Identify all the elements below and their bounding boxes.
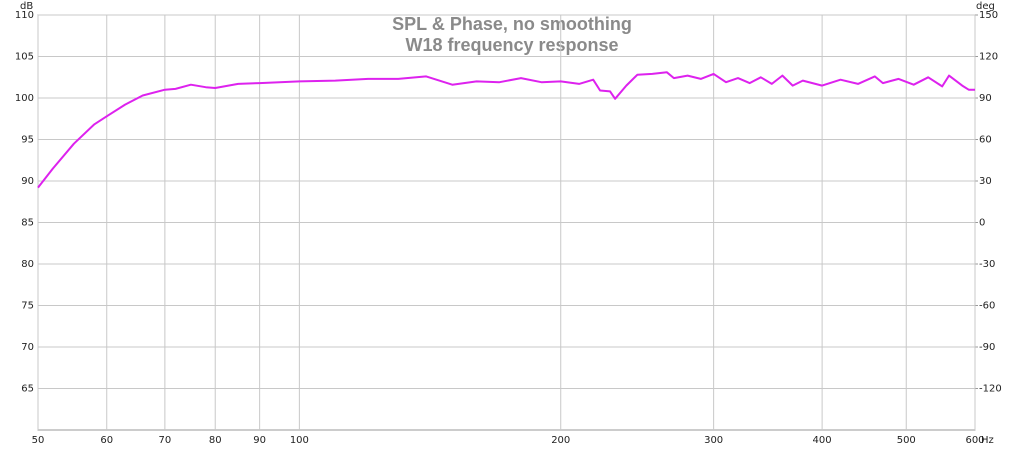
x-tick-label: 400 (813, 435, 832, 446)
x-tick-label: 60 (100, 435, 113, 446)
y2-tick-label: -90 (979, 342, 995, 353)
x-tick-label: 100 (290, 435, 309, 446)
y-tick-label: 100 (15, 93, 34, 104)
y2-tick-label: -30 (979, 259, 995, 270)
y-tick-label: 85 (21, 218, 34, 229)
y2-tick-label: 60 (979, 135, 992, 146)
x-axis-label: Hz (981, 435, 994, 446)
y-axis-label: dB (20, 1, 33, 12)
x-tick-label: 300 (704, 435, 723, 446)
y2-tick-label: 0 (979, 218, 985, 229)
x-tick-label: 200 (551, 435, 570, 446)
y2-tick-label: 120 (979, 52, 998, 63)
y2-axis-label: deg (976, 1, 995, 12)
chart-title: SPL & Phase, no smoothing (392, 14, 632, 34)
y2-tick-label: 150 (979, 10, 998, 21)
chart-subtitle: W18 frequency response (405, 35, 618, 55)
y2-tick-label: -120 (979, 384, 1002, 395)
y-tick-label: 90 (21, 176, 34, 187)
x-tick-label: 90 (253, 435, 266, 446)
y2-tick-label: -60 (979, 301, 995, 312)
x-tick-label: 50 (32, 435, 45, 446)
x-tick-label: 500 (897, 435, 916, 446)
y-tick-label: 80 (21, 259, 34, 270)
y2-tick-label: 90 (979, 93, 992, 104)
x-tick-label: 600 (965, 435, 984, 446)
y-tick-label: 75 (21, 301, 34, 312)
y-tick-label: 95 (21, 135, 34, 146)
y-tick-label: 70 (21, 342, 34, 353)
y2-tick-label: 30 (979, 176, 992, 187)
x-tick-label: 70 (159, 435, 172, 446)
x-tick-label: 80 (209, 435, 222, 446)
y-tick-label: 105 (15, 52, 34, 63)
y-tick-label: 110 (15, 10, 34, 21)
line (37, 71, 975, 189)
y-tick-label: 65 (21, 384, 34, 395)
